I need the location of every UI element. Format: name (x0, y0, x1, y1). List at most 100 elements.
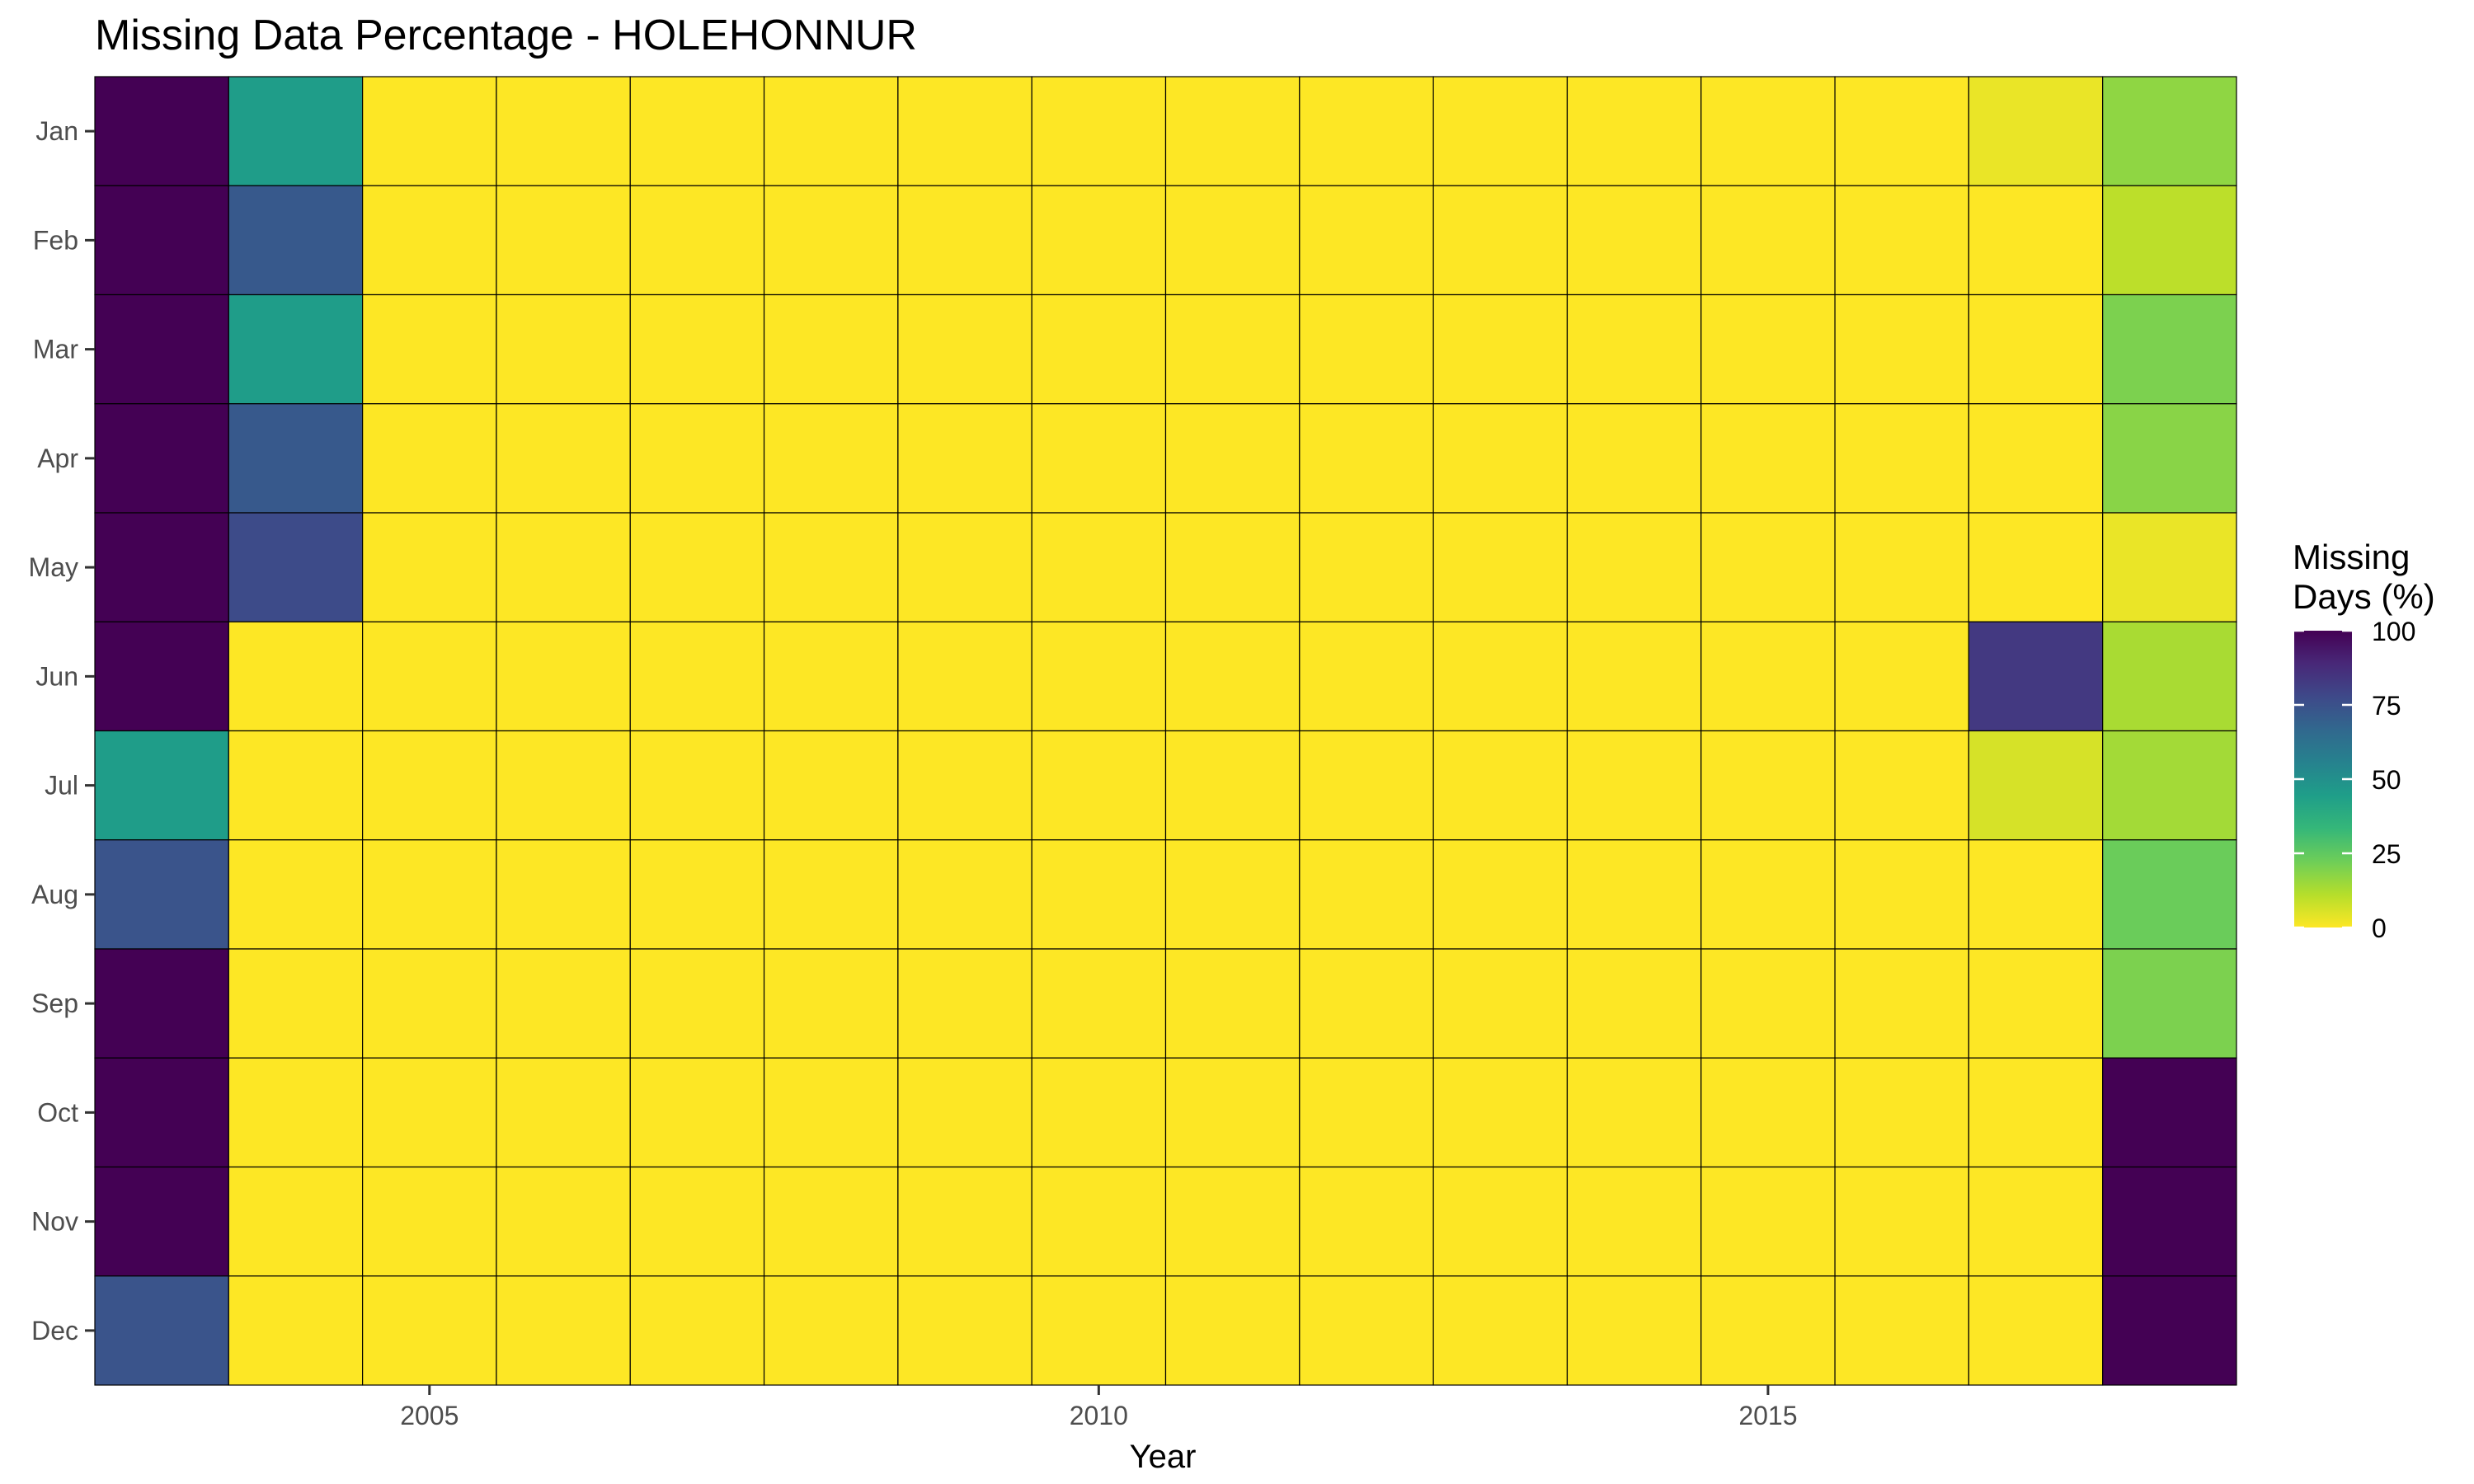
heatmap-cell-aug-2006 (496, 839, 631, 950)
heatmap-cell-jul-2007 (629, 730, 765, 841)
heatmap-cell-may-2015 (1700, 512, 1836, 622)
heatmap-cell-may-2012 (1299, 512, 1434, 622)
legend-title: Missing Days (%) (2293, 538, 2435, 616)
heatmap-cell-feb-2007 (629, 185, 765, 296)
heatmap-cell-feb-2009 (897, 185, 1032, 296)
heatmap-cell-jan-2007 (629, 76, 765, 186)
y-tick-label: Sep (31, 989, 78, 1018)
heatmap-cell-jul-2008 (763, 730, 899, 841)
heatmap-cell-jul-2012 (1299, 730, 1434, 841)
heatmap-cell-jan-2012 (1299, 76, 1434, 186)
heatmap-cell-jul-2017 (1968, 730, 2104, 841)
heatmap-cell-jan-2013 (1432, 76, 1569, 186)
heatmap-cell-aug-2003 (94, 839, 229, 950)
heatmap-cell-may-2010 (1031, 512, 1167, 622)
heatmap-cell-sep-2018 (2102, 948, 2237, 1059)
heatmap-cell-nov-2009 (897, 1166, 1032, 1277)
heatmap-cell-may-2011 (1164, 512, 1300, 622)
heatmap-cell-sep-2009 (897, 948, 1032, 1059)
heatmap-cell-mar-2012 (1299, 294, 1434, 405)
heatmap-cell-feb-2005 (362, 185, 497, 296)
heatmap-cell-mar-2009 (897, 294, 1032, 405)
heatmap-cell-jan-2004 (228, 76, 364, 186)
heatmap-cell-oct-2013 (1432, 1057, 1569, 1168)
heatmap-cell-jun-2010 (1031, 621, 1167, 732)
heatmap-cell-nov-2007 (629, 1166, 765, 1277)
heatmap-cell-aug-2013 (1432, 839, 1569, 950)
heatmap-cell-apr-2014 (1566, 403, 1702, 514)
heatmap-cell-oct-2007 (629, 1057, 765, 1168)
heatmap-cell-mar-2003 (94, 294, 229, 405)
heatmap-cell-sep-2008 (763, 948, 899, 1059)
heatmap-cell-feb-2006 (496, 185, 631, 296)
heatmap-cell-dec-2017 (1968, 1275, 2104, 1386)
heatmap-cell-apr-2003 (94, 403, 229, 514)
heatmap-cell-apr-2004 (228, 403, 364, 514)
heatmap-cell-oct-2011 (1164, 1057, 1300, 1168)
heatmap-cell-dec-2012 (1299, 1275, 1434, 1386)
heatmap-cell-jan-2014 (1566, 76, 1702, 186)
heatmap-cell-jul-2010 (1031, 730, 1167, 841)
heatmap-cell-dec-2018 (2102, 1275, 2237, 1386)
legend-tick-label: 100 (2372, 617, 2415, 646)
heatmap-cell-dec-2011 (1164, 1275, 1300, 1386)
x-tick-label: 2015 (1738, 1401, 1797, 1430)
heatmap-cell-oct-2006 (496, 1057, 631, 1168)
heatmap-cell-oct-2015 (1700, 1057, 1836, 1168)
heatmap-cell-mar-2004 (228, 294, 364, 405)
heatmap-cell-jun-2004 (228, 621, 364, 732)
heatmap-cell-jun-2008 (763, 621, 899, 732)
y-tick-label: Jul (45, 771, 78, 801)
heatmap-cell-sep-2011 (1164, 948, 1300, 1059)
legend-title-line: Missing (2293, 538, 2410, 576)
heatmap-cell-jul-2006 (496, 730, 631, 841)
heatmap-cell-may-2007 (629, 512, 765, 622)
legend-tick-label: 0 (2372, 913, 2387, 943)
heatmap-cell-apr-2015 (1700, 403, 1836, 514)
heatmap-cell-nov-2018 (2102, 1166, 2237, 1277)
heatmap-cell-oct-2008 (763, 1057, 899, 1168)
heatmap-cell-dec-2009 (897, 1275, 1032, 1386)
heatmap-cell-jan-2010 (1031, 76, 1167, 186)
y-tick-label: May (29, 552, 78, 582)
y-tick-label: Nov (31, 1207, 78, 1237)
y-tick-label: Oct (37, 1097, 78, 1127)
heatmap-cell-apr-2006 (496, 403, 631, 514)
heatmap-cell-sep-2006 (496, 948, 631, 1059)
heatmap-cell-oct-2017 (1968, 1057, 2104, 1168)
heatmap-cell-nov-2008 (763, 1166, 899, 1277)
heatmap-cell-nov-2004 (228, 1166, 364, 1277)
heatmap-cell-oct-2009 (897, 1057, 1032, 1168)
heatmap-cell-aug-2011 (1164, 839, 1300, 950)
heatmap-cell-jun-2006 (496, 621, 631, 732)
chart-title: Missing Data Percentage - HOLEHONNUR (95, 12, 917, 59)
heatmap-cell-dec-2010 (1031, 1275, 1167, 1386)
heatmap-cell-may-2008 (763, 512, 899, 622)
heatmap-cell-jan-2009 (897, 76, 1032, 186)
heatmap-cell-oct-2010 (1031, 1057, 1167, 1168)
heatmap-cell-jul-2004 (228, 730, 364, 841)
heatmap-cell-feb-2008 (763, 185, 899, 296)
heatmap-cell-dec-2004 (228, 1275, 364, 1386)
heatmap-cell-jun-2018 (2102, 621, 2237, 732)
y-tick-label: Mar (33, 335, 78, 364)
heatmap-cell-sep-2010 (1031, 948, 1167, 1059)
y-tick-label: Apr (37, 444, 78, 473)
heatmap-cell-aug-2010 (1031, 839, 1167, 950)
y-axis: Jan Feb Mar Apr May Jun Jul Aug Sep Oct Nov Dec (29, 116, 95, 1345)
heatmap-cell-nov-2006 (496, 1166, 631, 1277)
heatmap-cell-nov-2003 (94, 1166, 229, 1277)
heatmap-cell-apr-2012 (1299, 403, 1434, 514)
heatmap-cell-oct-2004 (228, 1057, 364, 1168)
heatmap-cell-mar-2013 (1432, 294, 1569, 405)
heatmap-cell-sep-2007 (629, 948, 765, 1059)
heatmap-cell-apr-2013 (1432, 403, 1569, 514)
legend-tick-label: 50 (2372, 765, 2401, 795)
heatmap-cell-nov-2010 (1031, 1166, 1167, 1277)
x-axis: 2005 2010 2015 (400, 1385, 1798, 1430)
heatmap-cell-dec-2016 (1834, 1275, 1969, 1386)
heatmap-cell-apr-2016 (1834, 403, 1969, 514)
heatmap-cell-jan-2008 (763, 76, 899, 186)
color-legend: Missing Days (%) 100 75 50 25 0 (2293, 538, 2435, 943)
